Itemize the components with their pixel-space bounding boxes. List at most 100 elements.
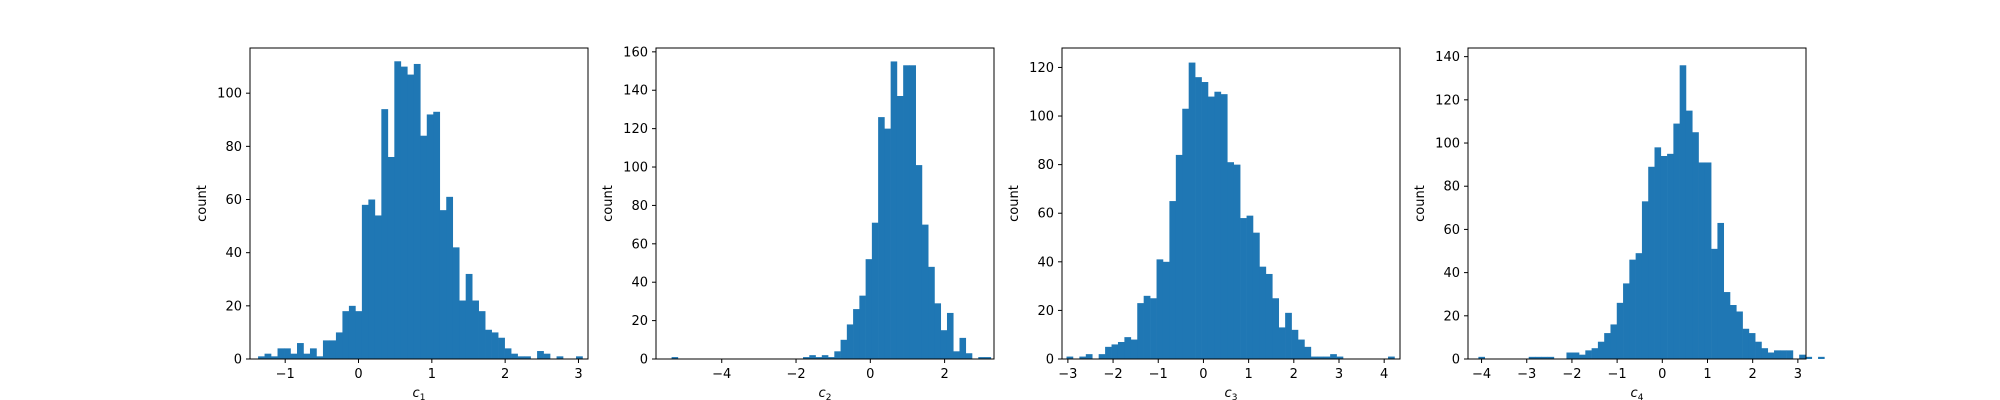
histogram-bar: [1711, 248, 1718, 359]
histogram-bar: [407, 74, 415, 359]
histogram-bar: [803, 357, 810, 359]
histogram-bar: [1641, 201, 1649, 359]
histogram-bar: [1182, 108, 1189, 360]
histogram-bar: [576, 356, 583, 359]
histogram-bar: [1742, 328, 1750, 359]
y-tick-label: 100: [1435, 137, 1460, 152]
histogram-bar: [884, 128, 891, 359]
y-tick-label: 140: [1435, 50, 1460, 65]
histogram-bar: [465, 273, 473, 359]
histogram-bar: [517, 356, 525, 359]
histogram-bar: [1579, 354, 1586, 359]
histogram-bar: [511, 353, 518, 359]
histogram-bar: [426, 114, 434, 359]
histogram-bar: [878, 117, 885, 359]
histogram-bar: [277, 348, 285, 359]
histogram-bar: [809, 355, 816, 359]
histogram-bar: [1240, 218, 1247, 359]
histogram-bar: [1105, 346, 1112, 359]
histogram-bar: [1566, 352, 1574, 359]
histogram-bar: [1162, 261, 1170, 359]
x-tick-label: 0: [1199, 367, 1207, 382]
histogram-bar: [1673, 123, 1680, 359]
x-tick-label: 4: [1380, 367, 1388, 382]
histogram-bar: [1478, 356, 1485, 359]
histogram-bar: [290, 353, 298, 359]
histogram-bar: [1730, 305, 1737, 359]
histogram-bar: [1098, 354, 1106, 359]
histogram-bar: [381, 109, 389, 359]
histogram-bar: [1597, 341, 1605, 359]
histogram-bar: [1265, 273, 1273, 359]
histogram-bar: [1227, 162, 1234, 359]
histogram-bar: [1685, 110, 1693, 359]
y-tick-label: 20: [1037, 304, 1054, 319]
histogram-bar: [1323, 356, 1331, 359]
histogram-bar: [1591, 348, 1599, 359]
histogram-bar: [821, 355, 829, 359]
histogram-bar: [896, 95, 904, 360]
histogram-bar: [335, 332, 343, 359]
histogram-bar: [1169, 201, 1177, 359]
x-tick-label: −4: [712, 367, 731, 382]
histogram-bar: [446, 196, 454, 359]
histogram-bar: [1541, 356, 1548, 359]
y-tick-label: 80: [631, 199, 648, 214]
histogram-bar: [1667, 153, 1674, 359]
histogram-bar: [322, 340, 330, 359]
histogram-bar: [1717, 222, 1725, 359]
histogram-bar: [815, 357, 823, 359]
y-tick-label: 120: [1435, 93, 1460, 108]
x-tick-label: −2: [1103, 367, 1122, 382]
histogram-bar: [504, 348, 512, 359]
histogram-bar: [303, 353, 311, 359]
histogram-bar: [1805, 356, 1813, 359]
x-tick-label: 3: [1794, 367, 1802, 382]
histogram-bar: [537, 351, 544, 359]
histogram-bar: [284, 348, 291, 359]
x-tick-label: 2: [940, 367, 948, 382]
histogram-bar: [928, 266, 935, 359]
histogram-bar: [1310, 356, 1318, 359]
histogram-bar: [965, 353, 973, 359]
x-axis-label: c4: [1631, 386, 1644, 400]
histogram-bar: [1195, 77, 1202, 359]
histogram-panel-4: −4 −3 −2 −1 0 1 2 3 0 20 40 60 80 100 120 140 c4 count: [1413, 47, 1825, 400]
histogram-bar: [394, 61, 402, 359]
histogram-bar: [1137, 303, 1144, 359]
x-tick-label: −3: [1517, 367, 1536, 382]
histogram-bar: [387, 156, 395, 359]
histogram-bar: [271, 356, 278, 359]
histogram-bar: [452, 247, 460, 359]
x-tick-label: 3: [1335, 367, 1343, 382]
histogram-bar: [1616, 302, 1624, 359]
x-tick-label: −2: [786, 367, 805, 382]
histogram-bar: [1736, 311, 1743, 359]
x-tick-label: 1: [1703, 367, 1711, 382]
x-tick-label: 1: [428, 367, 436, 382]
histogram-bar: [1233, 164, 1241, 360]
histogram-bar: [1704, 162, 1712, 359]
histogram-bar: [439, 210, 447, 359]
y-tick-label: 60: [225, 193, 242, 208]
histogram-bar: [671, 357, 679, 359]
histogram-bar: [859, 295, 866, 359]
histogram-bar: [1610, 324, 1618, 359]
y-tick-label: 160: [623, 45, 648, 60]
histogram-bar: [1786, 350, 1794, 359]
histogram-bar: [543, 353, 551, 359]
histogram-bar: [361, 204, 369, 359]
histogram-bar: [433, 111, 441, 359]
y-tick-label: 100: [217, 87, 242, 102]
histogram-bar: [309, 348, 317, 359]
histogram-bar: [355, 311, 363, 359]
histogram-bar: [297, 343, 304, 359]
histogram-bar: [1547, 356, 1555, 359]
histogram-bar: [556, 356, 564, 359]
y-tick-label: 60: [1443, 223, 1460, 238]
x-tick-label: 2: [1749, 367, 1757, 382]
histogram-bar: [1278, 327, 1286, 359]
histogram-bar: [840, 339, 848, 359]
y-tick-label: 100: [623, 161, 648, 176]
